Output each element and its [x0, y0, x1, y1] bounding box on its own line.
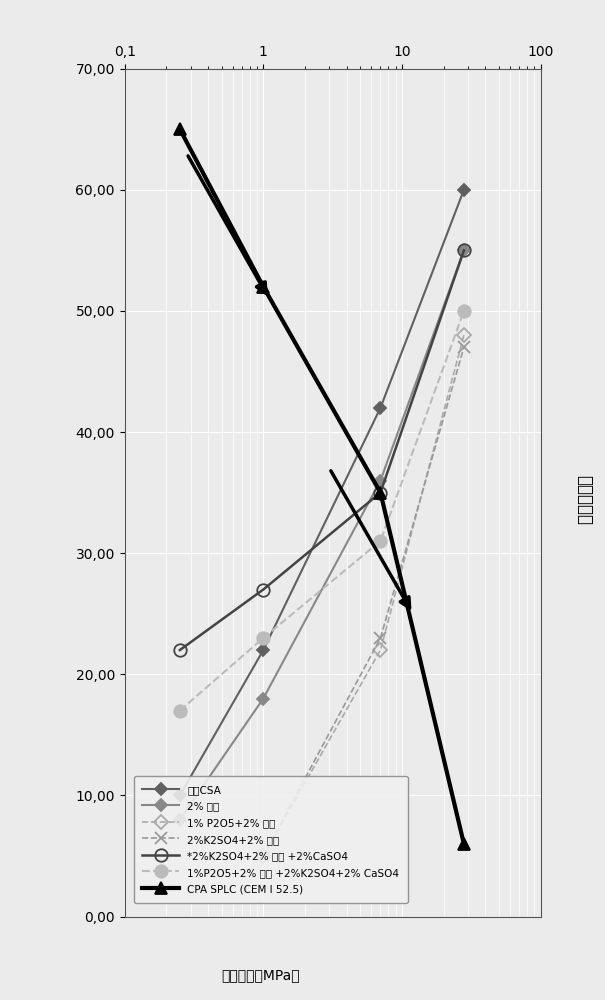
*2%K2SO4+2% 硼砂 +2%CaSO4: [460, 244, 468, 256]
基础CSA: [176, 789, 183, 801]
2% 硼砂: [176, 814, 183, 826]
2% 硼砂: [260, 692, 267, 704]
1% P2O5+2% 硼砂: [460, 329, 468, 341]
Line: *2%K2SO4+2% 硼砂 +2%CaSO4: *2%K2SO4+2% 硼砂 +2%CaSO4: [174, 244, 470, 656]
Line: 2% 硼砂: 2% 硼砂: [175, 246, 468, 824]
Line: 基础CSA: 基础CSA: [175, 186, 468, 800]
Line: CPA SPLC (CEM I 52.5): CPA SPLC (CEM I 52.5): [174, 123, 470, 850]
*2%K2SO4+2% 硼砂 +2%CaSO4: [377, 487, 384, 499]
Text: 时间（天）: 时间（天）: [575, 475, 593, 525]
1%P2O5+2% 硼砂 +2%K2SO4+2% CaSO4: [377, 535, 384, 547]
2% 硼砂: [377, 475, 384, 487]
1% P2O5+2% 硼砂: [377, 644, 384, 656]
基础CSA: [460, 184, 468, 196]
2%K2SO4+2% 硼砂: [460, 341, 468, 353]
*2%K2SO4+2% 硼砂 +2%CaSO4: [176, 644, 183, 656]
*2%K2SO4+2% 硼砂 +2%CaSO4: [260, 583, 267, 595]
Line: 1%P2O5+2% 硼砂 +2%K2SO4+2% CaSO4: 1%P2O5+2% 硼砂 +2%K2SO4+2% CaSO4: [174, 305, 470, 717]
Text: 抗压强度（MPa）: 抗压强度（MPa）: [221, 968, 299, 982]
2% 硼砂: [460, 244, 468, 256]
CPA SPLC (CEM I 52.5): [176, 123, 183, 135]
Legend: 基础CSA, 2% 硼砂, 1% P2O5+2% 硼砂, 2%K2SO4+2% 硼砂, *2%K2SO4+2% 硼砂 +2%CaSO4, 1%P2O5+2% 硼: 基础CSA, 2% 硼砂, 1% P2O5+2% 硼砂, 2%K2SO4+2% …: [134, 776, 408, 903]
基础CSA: [377, 402, 384, 414]
1%P2O5+2% 硼砂 +2%K2SO4+2% CaSO4: [460, 305, 468, 317]
CPA SPLC (CEM I 52.5): [460, 838, 468, 850]
1%P2O5+2% 硼砂 +2%K2SO4+2% CaSO4: [176, 705, 183, 717]
2%K2SO4+2% 硼砂: [260, 850, 267, 862]
CPA SPLC (CEM I 52.5): [260, 281, 267, 293]
1%P2O5+2% 硼砂 +2%K2SO4+2% CaSO4: [260, 632, 267, 644]
Line: 2%K2SO4+2% 硼砂: 2%K2SO4+2% 硼砂: [258, 342, 469, 861]
Line: 1% P2O5+2% 硼砂: 1% P2O5+2% 硼砂: [258, 330, 469, 861]
2%K2SO4+2% 硼砂: [377, 632, 384, 644]
CPA SPLC (CEM I 52.5): [377, 487, 384, 499]
1% P2O5+2% 硼砂: [260, 850, 267, 862]
基础CSA: [260, 644, 267, 656]
